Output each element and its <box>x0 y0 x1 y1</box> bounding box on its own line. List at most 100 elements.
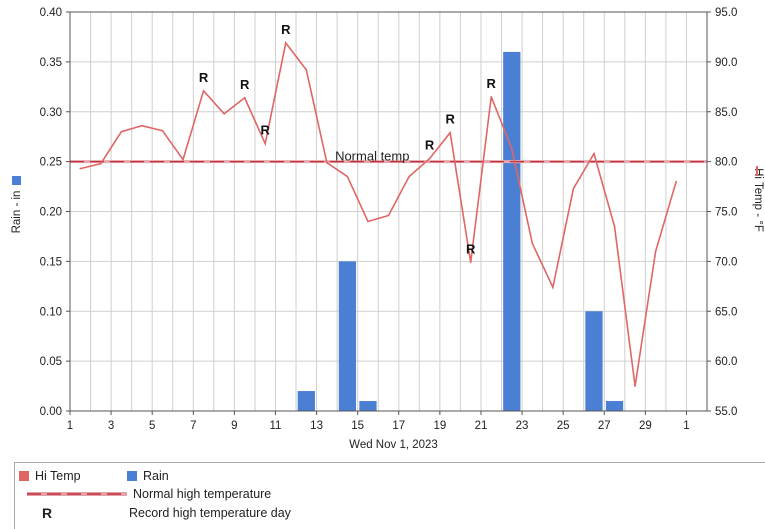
hi-temp-point <box>675 180 677 183</box>
legend-rain-label: Rain <box>143 469 169 483</box>
hi-temp-point <box>654 250 657 253</box>
record-marker: R <box>445 112 455 127</box>
hi-temp-point <box>120 130 123 133</box>
x-tick-label: 15 <box>351 420 364 432</box>
x-tick-label: 1 <box>683 420 689 432</box>
x-tick-label: 3 <box>108 420 114 432</box>
hi-temp-series <box>80 41 677 387</box>
hi-temp-point <box>264 142 267 145</box>
x-tick-label: 27 <box>598 420 611 432</box>
right-tick-label: 65.0 <box>715 306 737 318</box>
legend: Hi Temp Rain Normal high temperature R R… <box>14 462 765 529</box>
right-tick-label: 85.0 <box>715 107 737 119</box>
hi-temp-point <box>141 124 143 127</box>
right-tick-label: 95.0 <box>715 7 737 19</box>
right-tick-label: 75.0 <box>715 207 737 219</box>
hi-temp-point <box>613 225 616 228</box>
hi-temp-point <box>469 261 472 264</box>
legend-hi-temp: Hi Temp <box>19 469 81 483</box>
legend-normal-label: Normal high temperature <box>133 487 272 501</box>
normal-swatch <box>27 492 127 496</box>
rain-bar <box>503 51 521 412</box>
legend-record: R Record high temperature day <box>29 505 291 521</box>
x-tick-label: 29 <box>639 420 652 432</box>
hi-temp-point <box>408 175 410 178</box>
hi-temp-point <box>305 69 308 71</box>
axes: 0.00 0.05 0.10 0.15 0.20 0.25 0.30 0.35 0.40 55.0… <box>40 7 738 432</box>
hi-temp-point <box>572 187 575 190</box>
left-tick-label: 0.20 <box>40 207 62 219</box>
x-tick-label: 25 <box>557 420 570 432</box>
hi-temp-point <box>161 129 164 132</box>
x-tick-label: 9 <box>231 420 237 432</box>
rain-bar <box>605 401 624 411</box>
x-tick-label: 21 <box>475 420 488 432</box>
temp-line <box>79 41 677 387</box>
hi-temp-point <box>552 286 554 289</box>
record-marker: R <box>240 77 250 92</box>
hi-temp-point <box>367 220 369 223</box>
hi-temp-point <box>79 167 82 170</box>
x-tick-label: 1 <box>67 420 73 432</box>
hi-temp-point <box>346 175 349 178</box>
hi-temp-point <box>449 131 451 134</box>
right-tick-label: 60.0 <box>715 356 737 368</box>
right-tick-label: 70.0 <box>715 256 737 268</box>
hi-temp-point <box>284 42 287 44</box>
x-tick-label: 5 <box>149 420 155 432</box>
left-tick-label: 0.40 <box>40 7 62 19</box>
x-tick-label: 17 <box>392 420 405 432</box>
left-tick-label: 0.15 <box>40 256 62 268</box>
record-symbol: R <box>41 505 53 521</box>
hi-temp-point <box>326 161 328 164</box>
hi-temp-point <box>510 147 513 150</box>
hi-temp-point <box>490 95 493 98</box>
left-tick-label: 0.35 <box>40 57 62 69</box>
record-marker: R <box>487 76 497 91</box>
legend-normal: Normal high temperature <box>27 487 271 501</box>
right-tick-label: 55.0 <box>715 406 737 418</box>
normal-line: Normal temp <box>70 149 707 164</box>
hi-temp-point <box>243 96 246 99</box>
x-tick-label: 23 <box>516 420 529 432</box>
record-marker: R <box>281 22 291 37</box>
left-tick-label: 0.10 <box>40 306 62 318</box>
axis-labels: Wed Nov 1, 2023 Rain - in Hi Temp - °F <box>11 166 764 451</box>
left-tick-label: 0.00 <box>40 406 62 418</box>
x-tick-label: 7 <box>190 420 196 432</box>
left-tick-label: 0.30 <box>40 107 62 119</box>
hi-temp-point <box>428 157 431 160</box>
record-marker: R <box>425 138 435 153</box>
record-marker: R <box>466 241 476 256</box>
record-marker: R <box>261 123 271 138</box>
grid <box>69 11 708 412</box>
left-tick-label: 0.25 <box>40 157 62 169</box>
rain-bar <box>297 391 315 411</box>
right-axis-label: Hi Temp - °F <box>752 168 764 232</box>
normal-temp-label: Normal temp <box>335 149 409 164</box>
rain-bar <box>585 311 603 411</box>
left-axis-label: Rain - in <box>11 191 23 234</box>
hi-temp-swatch <box>19 471 29 481</box>
record-marker: R <box>199 70 209 85</box>
rain-swatch <box>127 471 137 481</box>
rain-bar <box>359 401 377 411</box>
x-axis-label: Wed Nov 1, 2023 <box>349 439 438 451</box>
hi-temp-point <box>531 242 534 245</box>
legend-hi-temp-label: Hi Temp <box>35 469 81 483</box>
legend-record-label: Record high temperature day <box>129 506 291 520</box>
hi-temp-point <box>387 214 390 217</box>
legend-rain: Rain <box>127 469 169 483</box>
x-tick-label: 11 <box>270 420 282 432</box>
left-axis-rain-swatch <box>12 176 21 185</box>
x-tick-label: 19 <box>433 420 446 432</box>
rain-bar <box>338 261 357 411</box>
rain-bars <box>297 51 624 412</box>
hi-temp-point <box>202 90 205 92</box>
hi-temp-point <box>223 112 225 115</box>
right-tick-label: 80.0 <box>715 157 737 169</box>
x-tick-label: 13 <box>310 420 323 432</box>
hi-temp-point <box>634 385 636 387</box>
